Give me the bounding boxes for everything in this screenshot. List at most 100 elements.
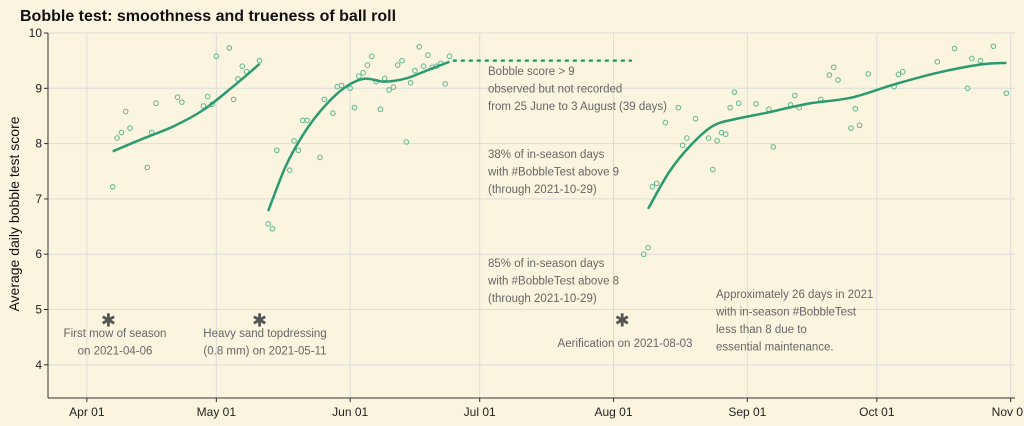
data-point — [239, 63, 246, 69]
data-point — [213, 53, 220, 60]
data-point — [969, 55, 975, 62]
data-point — [399, 57, 405, 64]
data-point — [338, 82, 345, 89]
data-point — [714, 138, 720, 144]
data-point — [640, 251, 647, 258]
event-marker-asterisk: ✱ — [615, 311, 630, 332]
annotation-line: on 2021-04-06 — [78, 346, 153, 358]
data-point — [990, 43, 997, 50]
data-point — [368, 53, 375, 60]
data-point — [304, 117, 310, 124]
data-point — [753, 100, 759, 107]
data-point — [377, 106, 384, 113]
data-point — [934, 58, 941, 65]
y-tick-label: 4 — [35, 358, 42, 372]
data-point — [675, 104, 682, 111]
data-point — [386, 87, 392, 93]
grid — [48, 32, 1015, 398]
annotation-line: observed but not recorded — [488, 84, 622, 96]
annotation-mow: First mow of season on 2021-04-06 — [64, 328, 167, 358]
annotation-line: (through 2021-10-29) — [488, 184, 597, 196]
x-tick-label: Jun 01 — [332, 405, 368, 419]
data-point — [144, 164, 151, 171]
data-point — [230, 96, 237, 103]
y-tick-label: 8 — [35, 137, 42, 151]
x-tick-label: Sep 01 — [728, 405, 766, 419]
data-point — [114, 135, 120, 141]
event-markers: ✱ ✱ ✱ — [101, 311, 630, 332]
data-point — [273, 147, 280, 154]
data-point — [852, 105, 859, 112]
y-tick-label: 9 — [35, 81, 42, 95]
data-point — [731, 89, 738, 95]
y-tick-label: 7 — [35, 192, 42, 206]
annotation-line: less than 8 due to — [716, 324, 807, 336]
data-point — [317, 154, 323, 161]
data-point — [174, 94, 181, 100]
data-point — [226, 45, 233, 51]
chart-title: Bobble test: smoothness and trueness of … — [20, 8, 396, 25]
data-point — [291, 138, 297, 144]
data-point — [705, 135, 712, 141]
y-tick-label: 6 — [35, 247, 42, 261]
x-tick-label: Aug 01 — [594, 405, 632, 419]
event-marker-asterisk: ✱ — [101, 311, 116, 332]
data-point — [394, 62, 401, 68]
data-point — [835, 77, 841, 83]
data-point — [200, 103, 207, 109]
data-point — [826, 72, 833, 78]
annotation-line: with #BobbleTest above 8 — [487, 276, 619, 288]
data-point — [256, 57, 263, 64]
annotation-line: 38% of in-season days — [488, 149, 605, 161]
annotation-gap: Bobble score > 9 observed but not recorde… — [488, 66, 667, 113]
data-point — [360, 70, 366, 76]
data-point — [951, 45, 958, 52]
y-axis-label: Average daily bobble test score — [6, 116, 22, 311]
data-point — [286, 167, 293, 173]
data-point — [865, 71, 872, 77]
data-point — [679, 142, 686, 149]
annotation-line: Approximately 26 days in 2021 — [716, 289, 873, 301]
data-point — [407, 79, 414, 86]
annotation-line: First mow of season — [64, 328, 167, 340]
data-point — [1003, 90, 1010, 97]
data-point — [347, 85, 353, 92]
data-point — [420, 63, 427, 69]
data-point — [381, 75, 388, 82]
x-tick-label: Apr 01 — [69, 405, 105, 419]
annotation-line: with in-season #BobbleTest — [715, 307, 857, 319]
data-point — [127, 125, 133, 131]
data-point — [856, 122, 863, 129]
data-point — [710, 166, 716, 173]
annotation-85: 85% of in-season days with #BobbleTest ab… — [487, 258, 619, 305]
data-point — [446, 53, 453, 60]
data-point — [153, 100, 159, 107]
data-point — [830, 64, 837, 71]
data-point — [692, 115, 699, 122]
annotation-line: (0.8 mm) on 2021-05-11 — [203, 346, 326, 358]
trend-line — [646, 61, 1007, 210]
annotation-line: Heavy sand topdressing — [203, 328, 326, 340]
data-point — [899, 68, 906, 75]
annotation-line: Aerification on 2021-08-03 — [558, 338, 693, 350]
x-tick-label: Jul 01 — [464, 405, 496, 419]
data-point — [416, 44, 423, 50]
annotation-line: essential maintenance. — [716, 342, 834, 354]
data-point — [722, 131, 729, 138]
data-point — [390, 84, 397, 90]
data-point — [204, 93, 211, 100]
data-point — [895, 71, 902, 78]
data-point — [792, 92, 798, 99]
data-point — [295, 147, 302, 154]
data-point — [662, 119, 669, 126]
annotation-line: (through 2021-10-29) — [488, 293, 597, 305]
data-point — [356, 73, 362, 79]
data-point — [645, 244, 651, 251]
data-point — [364, 62, 371, 68]
annotation-line: 85% of in-season days — [488, 258, 605, 270]
x-tick-label: May 01 — [197, 405, 237, 419]
data-point — [321, 96, 328, 103]
data-point — [412, 67, 418, 74]
data-point — [727, 104, 733, 111]
trend-lines — [112, 59, 1007, 212]
